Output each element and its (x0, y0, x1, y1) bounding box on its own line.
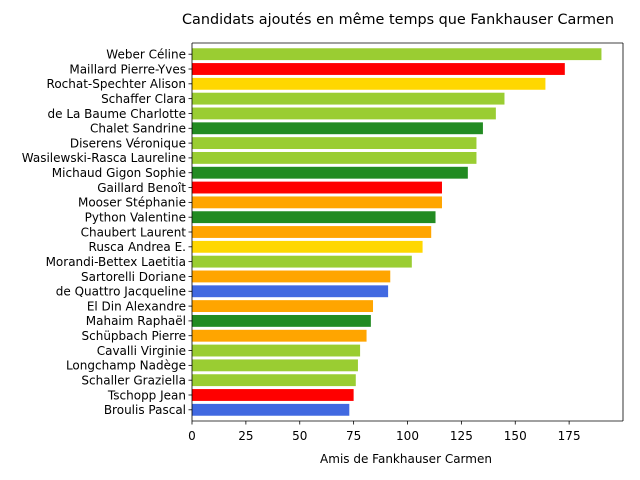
y-tick-label: Schaffer Clara (101, 92, 186, 106)
y-tick-label: Rusca Andrea E. (89, 240, 186, 254)
bar (192, 226, 432, 238)
bar (192, 285, 389, 298)
y-tick-label: Mooser Stéphanie (78, 196, 186, 210)
bar (192, 181, 442, 194)
y-tick-label: Sartorelli Doriane (81, 270, 186, 284)
y-tick-label: Broulis Pascal (104, 403, 186, 417)
bar (192, 270, 391, 283)
x-tick-label: 0 (188, 429, 196, 443)
chart-title: Candidats ajoutés en même temps que Fank… (182, 12, 614, 28)
bar (192, 389, 354, 401)
bar (192, 107, 496, 120)
x-tick-label: 100 (396, 429, 419, 443)
y-tick-label: Michaud Gigon Sophie (52, 166, 186, 180)
x-axis-label: Amis de Fankhauser Carmen (320, 452, 492, 466)
bar (192, 77, 546, 90)
bar (192, 211, 436, 224)
y-tick-label: Python Valentine (85, 210, 186, 224)
y-tick-label: de La Baume Charlotte (48, 107, 187, 121)
bar (192, 300, 374, 313)
y-tick-label: de Quattro Jacqueline (56, 285, 186, 299)
y-tick-label: Longchamp Nadège (66, 359, 186, 373)
bar (192, 374, 356, 387)
x-tick-label: 125 (450, 429, 473, 443)
bar (192, 240, 423, 253)
bars-group (192, 48, 602, 416)
y-tick-label: Schaller Graziella (81, 373, 186, 387)
x-tick-label: 75 (346, 429, 361, 443)
y-tick-label: Chalet Sandrine (90, 122, 186, 136)
x-ticks: 0 25 50 75 100 125 150 175 (188, 421, 581, 443)
bar (192, 122, 483, 135)
y-tick-label: Maillard Pierre-Yves (69, 62, 186, 76)
bar (192, 329, 367, 342)
x-tick-label: 150 (504, 429, 527, 443)
bar (192, 48, 602, 61)
x-tick-label: 175 (558, 429, 581, 443)
y-tick-label: Chaubert Laurent (81, 225, 187, 239)
bar (192, 166, 468, 179)
bar (192, 137, 477, 150)
bar (192, 403, 350, 416)
y-tick-label: Morandi-Bettex Laetitia (46, 255, 186, 269)
y-tick-label: Mahaim Raphaël (86, 314, 186, 328)
y-tick-label: Gaillard Benoît (97, 181, 186, 195)
y-tick-label: Cavalli Virginie (97, 344, 186, 358)
x-tick-label: 25 (238, 429, 253, 443)
bar (192, 151, 477, 164)
y-tick-label: Wasilewski-Rasca Laureline (22, 151, 186, 165)
y-tick-label: Weber Céline (106, 47, 186, 61)
y-tick-label: Rochat-Spechter Alison (47, 77, 186, 91)
axes-frame (191, 42, 624, 422)
bar (192, 63, 565, 75)
bar (192, 255, 412, 268)
y-tick-label: El Din Alexandre (87, 299, 186, 313)
bar (192, 196, 442, 209)
bar (192, 92, 505, 105)
y-tick-label: Schüpbach Pierre (82, 329, 187, 343)
bar (192, 359, 358, 372)
x-tick-label: 50 (292, 429, 307, 443)
bar (192, 314, 371, 327)
y-tick-label: Diserens Véronique (70, 136, 186, 150)
bar (192, 344, 361, 357)
y-tick-label: Tschopp Jean (107, 388, 186, 402)
